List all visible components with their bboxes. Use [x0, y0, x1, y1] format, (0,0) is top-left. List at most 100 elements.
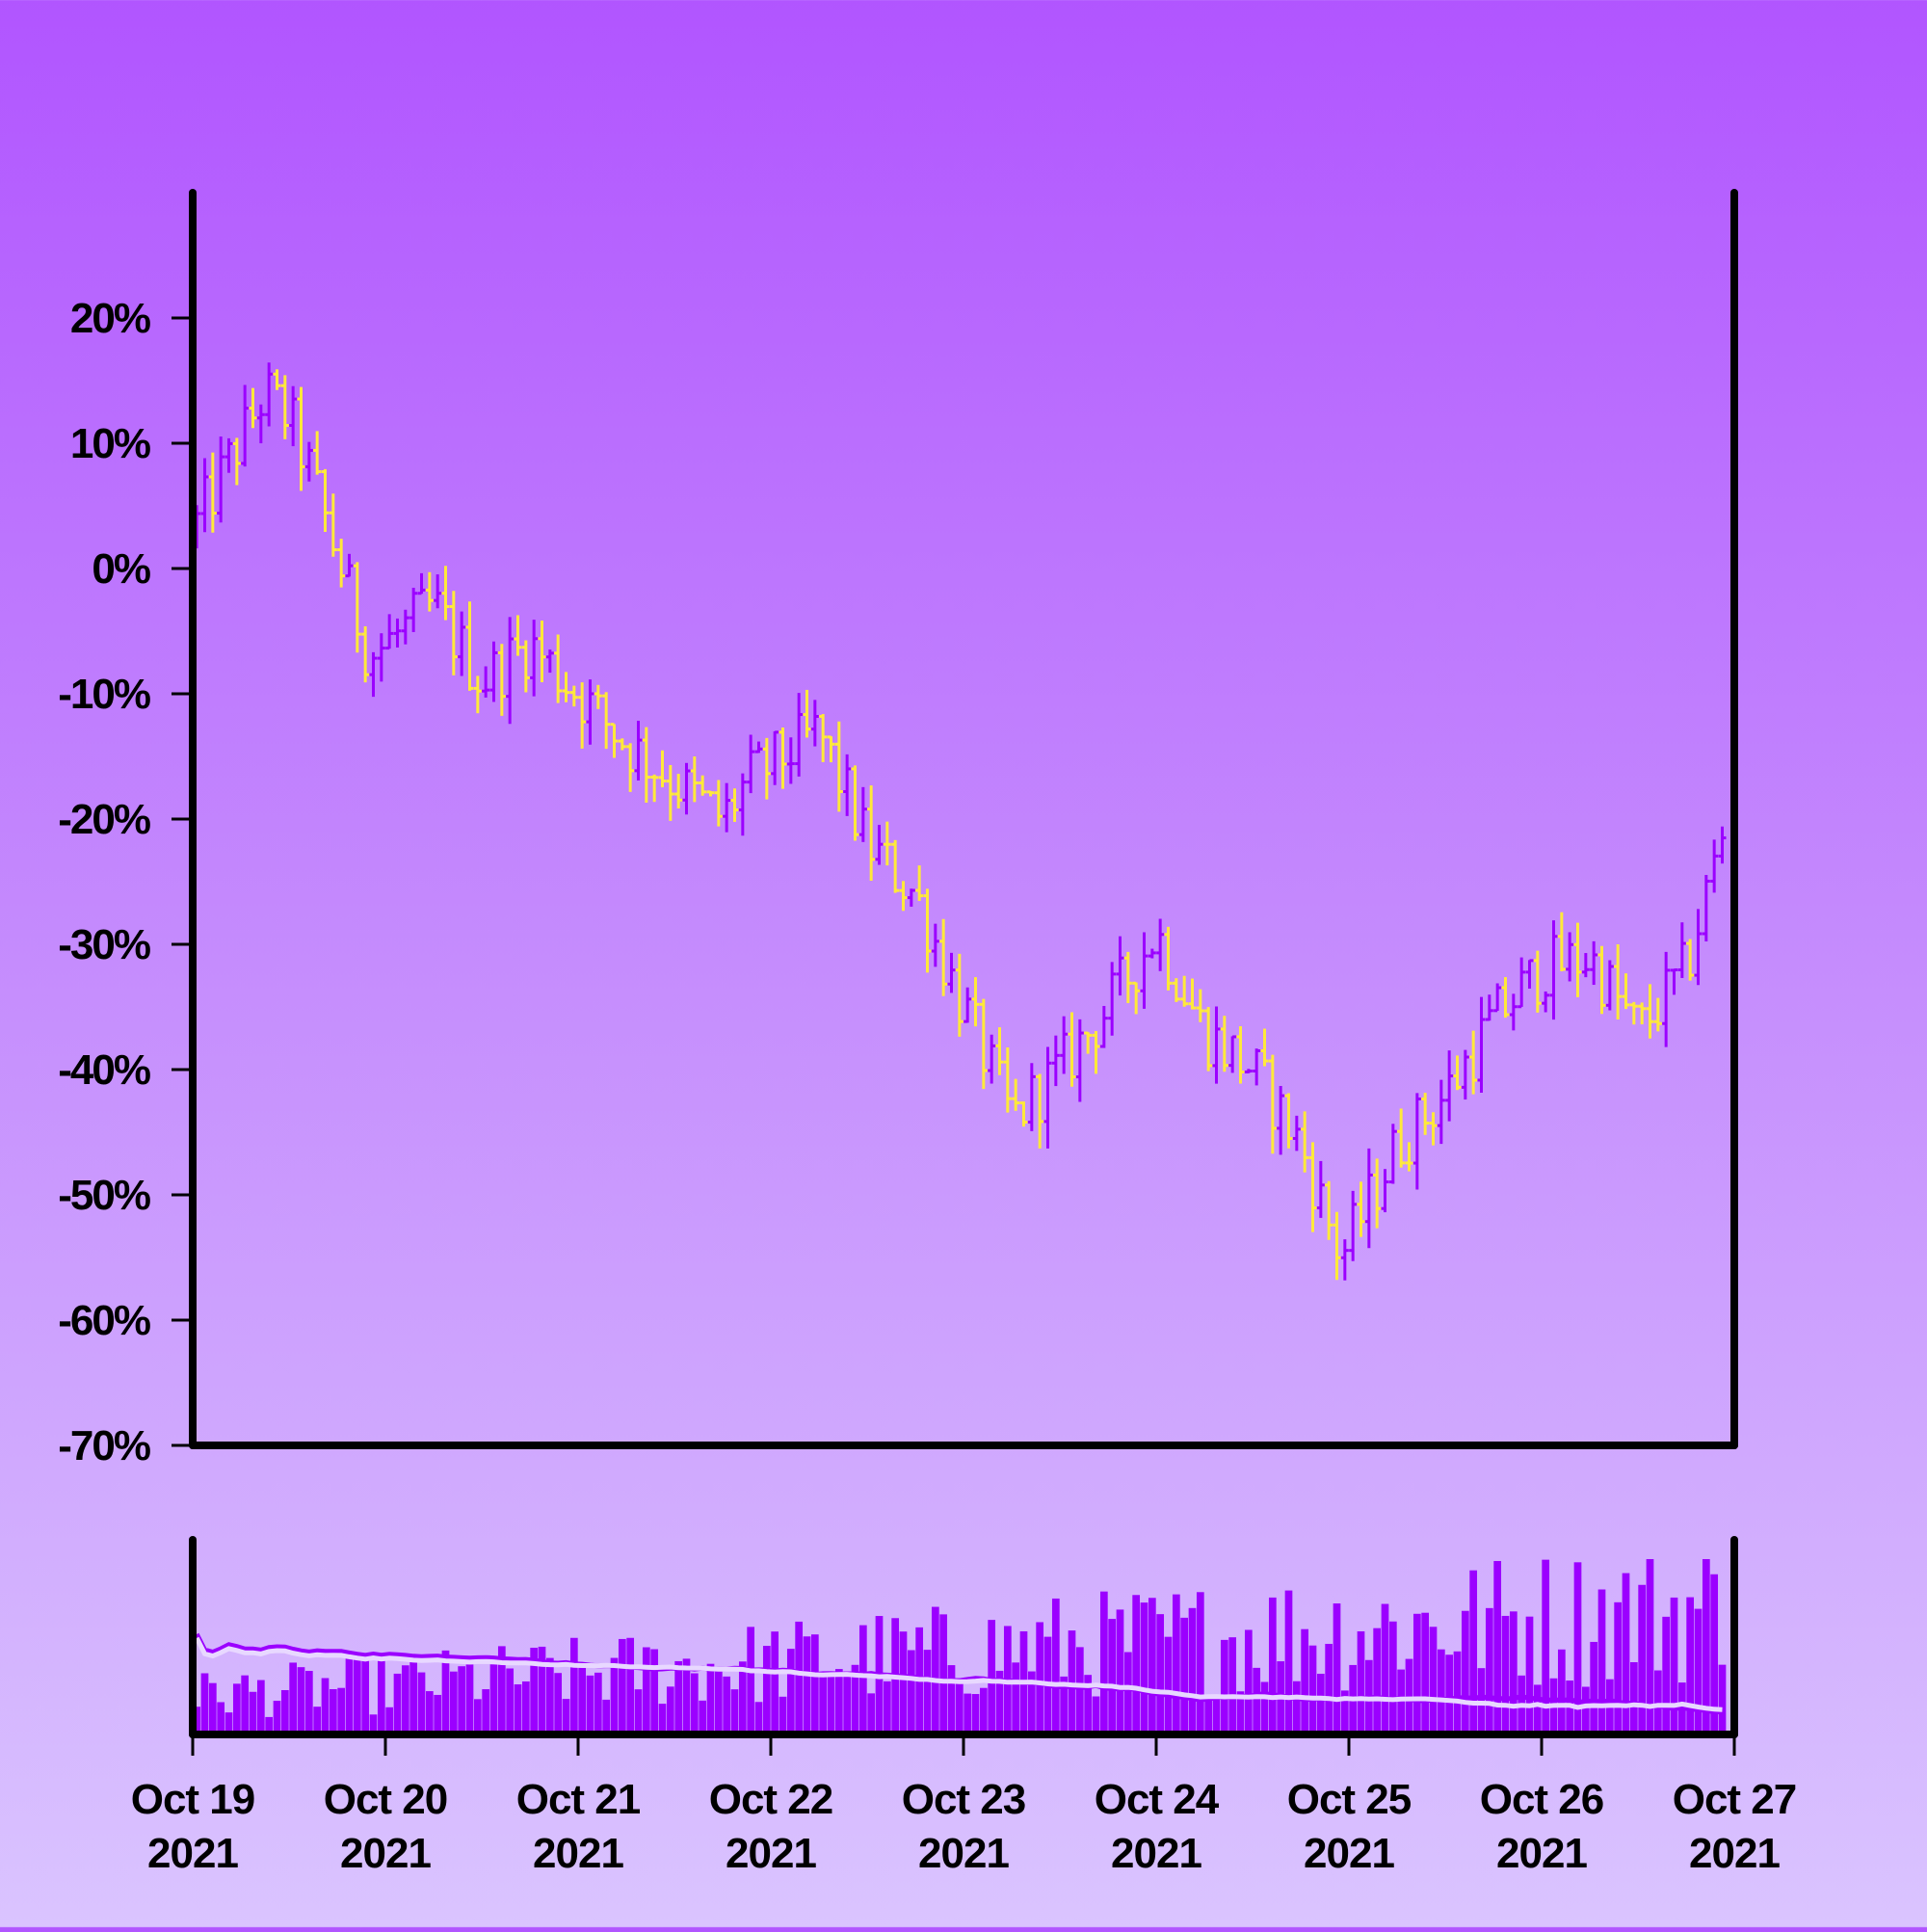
- y-tick-label: -10%: [58, 671, 150, 718]
- volume-bar: [200, 1673, 209, 1734]
- volume-bar: [1453, 1651, 1462, 1734]
- ohlc-bar: [232, 437, 241, 486]
- volume-bar: [1437, 1649, 1445, 1734]
- volume-bar: [1308, 1645, 1317, 1734]
- volume-bar: [434, 1694, 442, 1734]
- y-tick-label: -60%: [58, 1297, 150, 1344]
- volume-bar: [1340, 1690, 1349, 1734]
- ohlc-bar: [1518, 957, 1526, 1009]
- volume-bar: [521, 1681, 530, 1734]
- volume-bar: [1196, 1592, 1204, 1734]
- ohlc-bar: [1501, 977, 1510, 1019]
- x-tick-label: Oct 24 2021: [1095, 1776, 1220, 1877]
- ohlc-bar: [401, 609, 409, 645]
- ohlc-bar: [964, 987, 972, 1023]
- ohlc-bar: [208, 452, 217, 533]
- ohlc-bar: [1148, 948, 1156, 959]
- x-tick-year: 2021: [147, 1830, 238, 1877]
- ohlc-bar: [1108, 962, 1117, 1036]
- volume-bar: [979, 1687, 988, 1734]
- ohlc-bar: [1244, 1069, 1253, 1073]
- x-tick-date: Oct 20: [324, 1776, 448, 1823]
- ohlc-bar: [1212, 1006, 1221, 1084]
- volume-bar: [1357, 1630, 1365, 1734]
- volume-bar: [1292, 1681, 1301, 1734]
- volume-bar: [1027, 1671, 1036, 1734]
- volume-bar: [1702, 1559, 1710, 1734]
- volume-bar: [1461, 1610, 1469, 1734]
- y-tick-label: -40%: [58, 1046, 150, 1094]
- volume-bar: [393, 1673, 402, 1734]
- ohlc-bar: [875, 825, 884, 865]
- ohlc-bar: [1027, 1063, 1036, 1131]
- volume-bar: [1284, 1590, 1293, 1734]
- y-tick-label: 0%: [92, 545, 149, 593]
- volume-bar: [217, 1702, 225, 1734]
- ohlc-bar: [939, 918, 948, 996]
- volume-bar: [1164, 1636, 1173, 1734]
- ohlc-bar: [1228, 1035, 1237, 1073]
- ohlc-bar: [489, 641, 498, 702]
- ohlc-bar: [521, 640, 530, 693]
- ohlc-bar: [1333, 1211, 1341, 1281]
- volume-bar: [626, 1637, 635, 1734]
- ohlc-bar: [377, 633, 385, 682]
- volume-bar: [1156, 1614, 1165, 1734]
- volume-bar: [955, 1678, 964, 1734]
- volume-bar: [329, 1689, 337, 1734]
- volume-bar: [971, 1694, 980, 1734]
- volume-bar: [699, 1700, 707, 1734]
- volume-bar: [1710, 1574, 1719, 1734]
- volume-bar: [610, 1657, 619, 1734]
- volume-bar: [289, 1662, 298, 1734]
- volume-bar: [1132, 1595, 1141, 1734]
- volume-bar: [1051, 1598, 1060, 1734]
- ohlc-bar: [1019, 1101, 1028, 1127]
- volume-bar: [964, 1693, 972, 1734]
- volume-bar: [714, 1670, 723, 1734]
- ohlc-bar: [867, 785, 876, 882]
- ohlc-bar: [1012, 1078, 1020, 1111]
- ohlc-bar: [369, 651, 378, 698]
- volume-bar: [1172, 1594, 1180, 1734]
- ohlc-bar: [771, 730, 779, 785]
- ohlc-bar: [931, 923, 939, 967]
- ohlc-bar: [1180, 975, 1189, 1007]
- volume-bar: [232, 1683, 241, 1734]
- ohlc-bar: [265, 362, 274, 427]
- ohlc-bar: [1381, 1169, 1389, 1213]
- volume-bar: [409, 1658, 418, 1734]
- volume-bar: [265, 1716, 274, 1734]
- ohlc-bar: [995, 1027, 1004, 1075]
- volume-bar: [1509, 1611, 1518, 1734]
- ohlc-bar: [1268, 1054, 1277, 1154]
- ohlc-bar: [1662, 951, 1671, 1047]
- volume-bar: [1670, 1597, 1678, 1734]
- ohlc-bar: [273, 369, 281, 390]
- ohlc-bar: [1493, 983, 1502, 1013]
- x-tick-year: 2021: [918, 1830, 1009, 1877]
- volume-bar: [1204, 1695, 1213, 1734]
- ohlc-bar: [730, 788, 739, 822]
- ohlc-bar: [1301, 1111, 1309, 1173]
- ohlc-bar: [666, 764, 674, 821]
- volume-bar: [1412, 1613, 1421, 1734]
- volume-bar: [1638, 1584, 1647, 1734]
- ohlc-bar: [329, 493, 337, 557]
- ohlc-bar: [1236, 1026, 1245, 1084]
- volume-bar: [1686, 1597, 1695, 1734]
- ohlc-bar: [200, 458, 209, 533]
- volume-bar: [273, 1701, 281, 1734]
- volume-bar: [489, 1664, 498, 1734]
- ohlc-bar: [1646, 984, 1654, 1039]
- ohlc-bar: [217, 436, 225, 523]
- volume-bar: [1180, 1617, 1189, 1734]
- ohlc-bar: [1188, 978, 1197, 1010]
- volume-bar: [931, 1606, 939, 1734]
- ohlc-bar: [795, 693, 804, 777]
- ohlc-bar: [1405, 1142, 1413, 1172]
- ohlc-bar: [1670, 967, 1678, 995]
- y-tick-label: -20%: [58, 796, 150, 843]
- ohlc-bar: [810, 700, 819, 747]
